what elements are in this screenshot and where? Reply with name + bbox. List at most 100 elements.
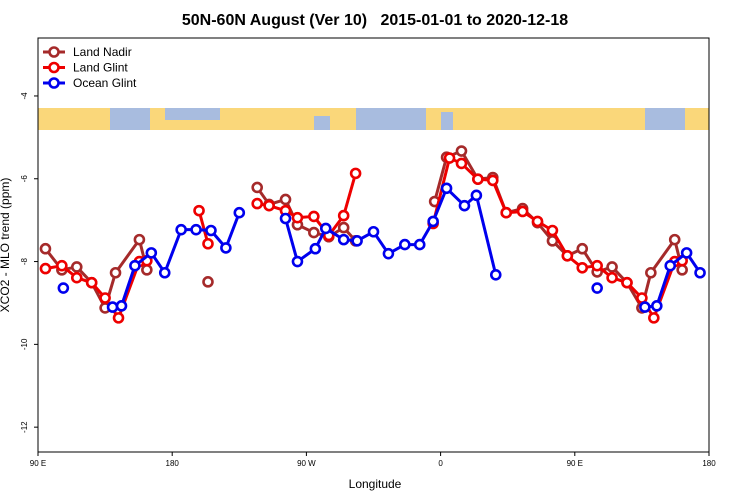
data-point (251, 181, 263, 194)
data-point (606, 261, 618, 273)
series (57, 182, 706, 313)
data-point (291, 211, 304, 224)
data-point (486, 174, 499, 187)
data-point (668, 233, 681, 246)
data-point (455, 145, 468, 157)
data-point (351, 235, 363, 247)
data-point (676, 264, 688, 276)
data-point (489, 269, 502, 281)
data-point (39, 242, 52, 255)
data-point (591, 282, 603, 294)
data-point (561, 249, 574, 262)
y-tick-label: -6 (20, 175, 29, 183)
data-point (106, 301, 119, 313)
y-axis-label: XCO2 - MLO trend (ppm) (0, 178, 12, 313)
data-point (133, 233, 146, 246)
data-point (70, 261, 83, 273)
series (39, 152, 688, 324)
chart-title: 50N-60N August (Ver 10) 2015-01-01 to 20… (182, 12, 568, 29)
data-point (648, 312, 660, 324)
y-tick-label: -12 (20, 421, 29, 433)
data-point (337, 209, 350, 222)
data-point (576, 242, 589, 255)
data-point (112, 312, 125, 324)
data-point (472, 173, 484, 185)
data-point (70, 271, 83, 284)
data-point (309, 242, 322, 255)
data-point (202, 276, 214, 288)
data-point (109, 266, 122, 279)
data-point (251, 197, 263, 210)
data-point (115, 300, 128, 312)
data-point (175, 223, 187, 236)
x-tick-label: 90 W (297, 459, 316, 468)
data-point (606, 271, 618, 284)
data-point (308, 210, 320, 223)
data-point (399, 238, 411, 251)
y-tick-label: -10 (20, 338, 29, 350)
data-point (337, 221, 350, 234)
plot-frame (37, 37, 710, 453)
data-point (664, 259, 677, 272)
legend-marker (48, 46, 60, 58)
map-band (38, 108, 709, 130)
x-tick-label: 180 (166, 459, 180, 468)
data-point (279, 193, 292, 206)
data-point (576, 261, 589, 274)
data-point (367, 225, 380, 238)
data-point (680, 247, 693, 259)
data-point (458, 199, 471, 212)
data-point (470, 189, 483, 202)
data-point (337, 233, 350, 246)
x-tick-label: 180 (702, 459, 716, 468)
data-point (500, 206, 513, 219)
data-point (443, 152, 456, 164)
data-point (440, 182, 453, 195)
data-point (531, 215, 544, 228)
data-point (546, 224, 559, 237)
legend-marker (48, 61, 60, 74)
data-point (427, 215, 439, 228)
data-point (636, 292, 648, 304)
x-axis-label: Longitude (349, 477, 402, 491)
data-point (202, 237, 214, 250)
legend-marker (48, 77, 60, 89)
data-point (651, 300, 663, 312)
data-point (694, 266, 706, 279)
data-point (455, 157, 468, 170)
data-point (291, 255, 304, 268)
y-tick-label: -4 (20, 92, 29, 100)
data-point (141, 264, 153, 276)
data-point (382, 247, 395, 260)
series (39, 145, 688, 314)
data-point (190, 223, 202, 236)
data-point (205, 224, 217, 237)
legend-label: Land Glint (73, 61, 128, 75)
data-point (308, 226, 320, 239)
data-point (319, 222, 332, 235)
y-tick-label: -8 (20, 257, 29, 265)
x-tick-label: 0 (438, 459, 443, 468)
data-point (349, 167, 362, 180)
legend-label: Land Nadir (73, 45, 132, 59)
data-point (158, 266, 171, 279)
data-point (279, 212, 292, 225)
data-point (56, 259, 68, 272)
data-point (591, 259, 603, 272)
data-point (263, 199, 275, 212)
data-point (129, 259, 141, 272)
data-point (145, 247, 158, 259)
x-tick-label: 90 E (30, 459, 46, 468)
data-point (99, 292, 111, 304)
data-point (220, 242, 232, 254)
data-point (39, 262, 52, 275)
data-point (233, 206, 246, 219)
data-point (639, 301, 651, 313)
series-line (112, 212, 241, 309)
data-point (621, 276, 633, 289)
data-point (57, 282, 70, 294)
data-point (645, 266, 657, 279)
data-point (413, 238, 426, 251)
